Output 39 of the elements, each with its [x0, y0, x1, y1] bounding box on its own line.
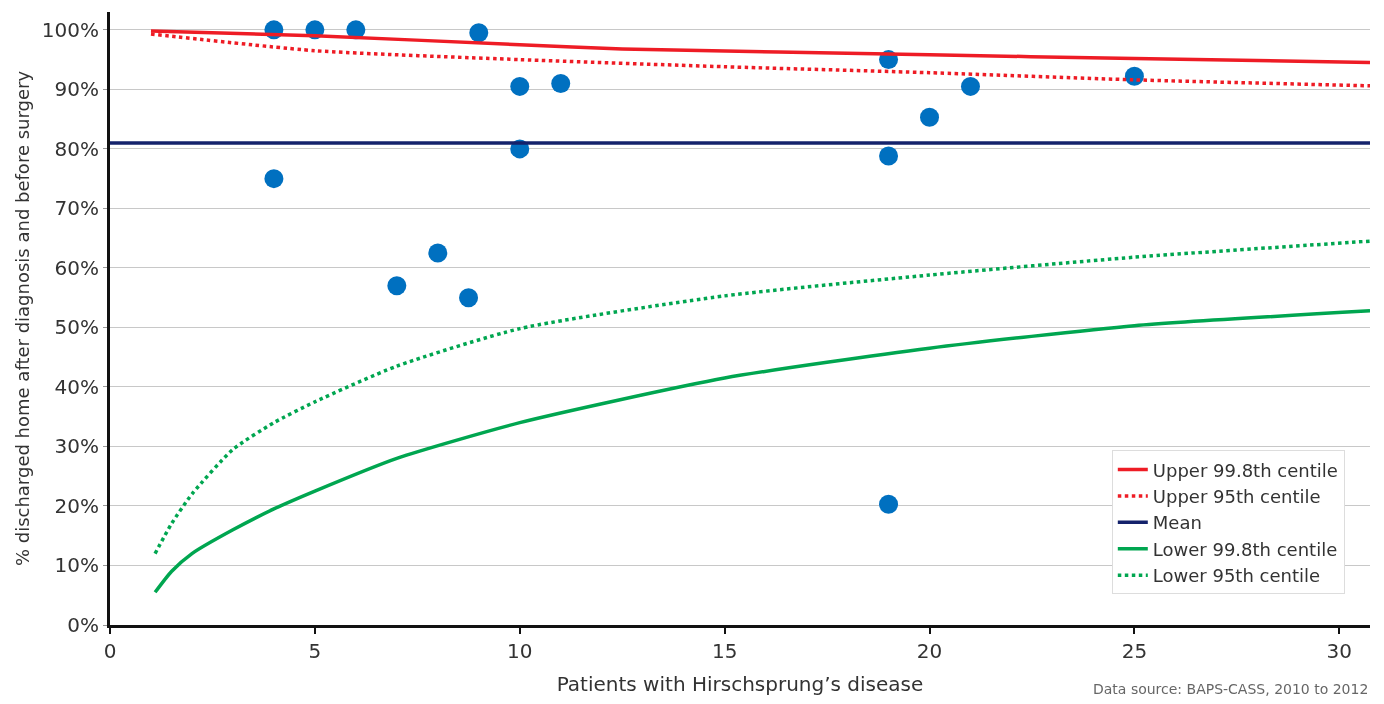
point	[428, 243, 448, 263]
point	[879, 494, 899, 514]
y-tick-label: 50%	[54, 315, 99, 340]
x-tick-label: 30	[1326, 639, 1352, 663]
line-series	[153, 309, 1370, 595]
source-note: Data source: BAPS-CASS, 2010 to 2012	[1093, 681, 1369, 697]
point	[459, 288, 479, 308]
y-axis-title: % discharged home after diagnosis and before surgery	[12, 70, 34, 567]
x-tick-label: 5	[308, 639, 322, 663]
y-tick-label: 70%	[54, 196, 99, 221]
point	[264, 169, 284, 189]
legend-label: Lower 99.8th centile	[1152, 538, 1338, 560]
y-tick-label: 60%	[54, 255, 99, 280]
x-tick-label: 10	[507, 639, 533, 663]
point	[879, 146, 899, 166]
y-tick-label: 20%	[54, 493, 99, 518]
point	[551, 73, 571, 93]
point	[920, 107, 940, 127]
point	[387, 276, 407, 296]
x-tick-label: 0	[103, 639, 117, 663]
y-tick-label: 30%	[54, 434, 99, 459]
legend-label: Upper 95th centile	[1152, 485, 1321, 507]
x-tick-label: 25	[1121, 639, 1148, 663]
y-tick-label: 0%	[67, 613, 99, 637]
point	[961, 76, 980, 96]
x-tick-label: 15	[711, 639, 738, 663]
y-tick-label: 100%	[41, 17, 99, 42]
point	[510, 76, 530, 96]
y-tick-label: 40%	[54, 374, 99, 399]
legend-label: Upper 99.8th centile	[1152, 459, 1338, 481]
point	[469, 23, 489, 43]
line-series	[153, 239, 1370, 556]
y-tick-label: 80%	[54, 136, 99, 161]
y-tick-label: 90%	[54, 77, 99, 102]
y-tick-label: 10%	[54, 553, 99, 578]
legend-label: Lower 95th centile	[1152, 565, 1321, 587]
legend-label: Mean	[1152, 512, 1202, 534]
x-tick-label: 20	[916, 639, 943, 663]
x-axis-title: Patients with Hirschsprung’s disease	[556, 671, 924, 696]
